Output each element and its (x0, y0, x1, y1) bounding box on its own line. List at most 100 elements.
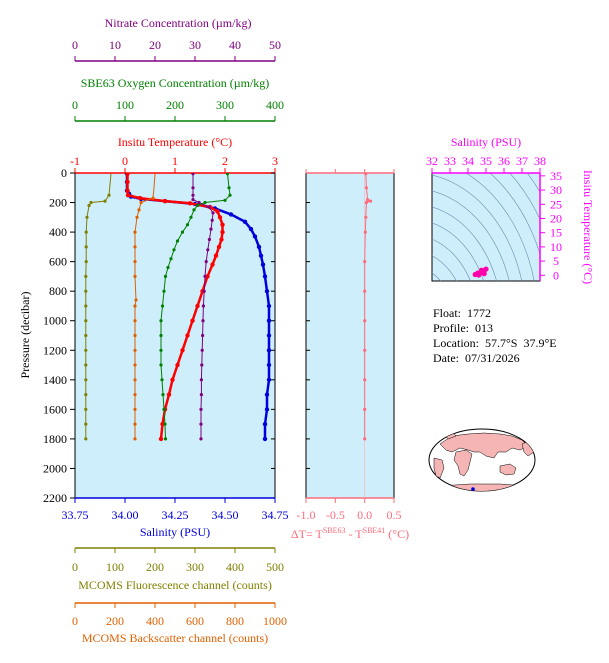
nitrate-axis: 0 10 20 30 40 50 (72, 38, 281, 62)
ts-temp-tick-label: 35 (550, 169, 562, 183)
data-point-nitrate (199, 407, 203, 411)
backscatter-tick-label: 600 (186, 614, 204, 628)
ts-temp-tick-label: 10 (550, 240, 562, 254)
data-point-fluorescence (84, 230, 88, 234)
nitrate-tick-label: 50 (269, 38, 281, 52)
data-point-fluorescence (84, 363, 88, 367)
data-point-temperature (217, 215, 223, 220)
ts-contour (509, 173, 540, 221)
data-point-oxygen (172, 248, 176, 252)
delta-t-title-sup2: SBE41 (363, 526, 386, 535)
data-point-temperature (125, 179, 130, 185)
data-point-salinity (262, 274, 268, 279)
salinity-tick-label: 33.75 (62, 508, 89, 522)
data-point-backscatter (133, 393, 137, 397)
salinity-axis: 33.75 34.00 34.25 34.50 34.75 (62, 497, 289, 522)
data-point-fluorescence (84, 437, 88, 441)
ts_salinity-tick-label: 36 (498, 154, 510, 168)
pressure-tick-label: 2000 (43, 461, 67, 475)
backscatter-tick-label: 0 (72, 614, 78, 628)
backscatter-tick-label: 800 (226, 614, 244, 628)
data-point-fluorescence (84, 422, 88, 426)
fluorescence-tick-label: 0 (72, 560, 78, 574)
data-point-oxygen (225, 173, 230, 176)
backscatter-axis-title: MCOMS Backscatter channel (counts) (82, 631, 268, 645)
data-point-temperature (220, 229, 225, 235)
ts-salinity-axis-title: Salinity (PSU) (451, 135, 521, 149)
temperature-tick-label: 3 (272, 154, 278, 168)
fluorescence-axis-title: MCOMS Fluorescence channel (counts) (78, 578, 272, 592)
ts-temp-tick-label: 25 (550, 197, 562, 211)
ts-temp-tick-label: 20 (550, 211, 562, 225)
ts-contour (432, 174, 523, 281)
delta-t-plot-area (305, 172, 395, 499)
data-point-temperature (216, 244, 222, 250)
data-point-backscatter (134, 298, 138, 302)
oxygen-tick-label: 400 (266, 98, 284, 112)
data-point-backscatter (133, 437, 137, 441)
data-point-backscatter (133, 304, 137, 308)
data-point-backscatter (151, 196, 155, 200)
data-point-salinity (242, 219, 248, 224)
data-point-backscatter (133, 260, 137, 264)
pressure-tick-label: 1000 (43, 314, 67, 328)
data-point-nitrate (201, 304, 205, 308)
data-point-nitrate (191, 186, 195, 190)
data-point-salinity (256, 244, 262, 250)
map-land-south-america (433, 457, 445, 479)
delta-t-title-sup1: SBE63 (323, 526, 346, 535)
ts-contour (432, 222, 484, 281)
data-point-backscatter (133, 363, 137, 367)
data-point-salinity (266, 348, 272, 353)
data-point-oxygen (175, 239, 180, 243)
data-point-backscatter (133, 348, 137, 352)
data-point-backscatter (133, 319, 137, 323)
data-point-nitrate (201, 319, 205, 323)
data-point-fluorescence (85, 215, 89, 219)
delta-t-point (364, 186, 368, 190)
data-point-temperature (162, 198, 168, 204)
fluorescence-tick-label: 500 (266, 560, 284, 574)
data-point-fluorescence (84, 378, 88, 382)
data-point-oxygen (185, 223, 190, 227)
data-point-oxygen (159, 363, 163, 367)
data-point-temperature (160, 421, 165, 427)
data-point-oxygen (203, 200, 207, 205)
main-plot-area (74, 172, 276, 499)
data-point-backscatter (133, 378, 137, 382)
oxygen-tick-label: 0 (72, 98, 78, 112)
data-point-oxygen (160, 304, 165, 308)
ts-contour (432, 206, 497, 281)
data-point-fluorescence (84, 319, 88, 323)
fluorescence-tick-label: 100 (106, 560, 124, 574)
float-info: Float: 1772 Profile: 013 Location: 57.7°… (433, 306, 557, 366)
data-point-fluorescence (84, 407, 88, 411)
ts_salinity-tick-label: 37 (516, 154, 528, 168)
delta-t-axis: -1.0 -0.5 0.0 0.5 (297, 169, 402, 522)
oxygen-axis: 0 100 200 300 400 (72, 98, 284, 122)
fluorescence-tick-label: 200 (146, 560, 164, 574)
data-point-oxygen (159, 333, 163, 338)
pressure-tick-label: 1600 (43, 402, 67, 416)
nitrate-tick-label: 30 (189, 38, 201, 52)
oxygen-axis-title: SBE63 Oxygen Concentration (µm/kg) (81, 76, 270, 90)
data-point-nitrate (202, 289, 206, 293)
float-id: Float: 1772 (433, 306, 492, 320)
data-point-temperature (220, 222, 225, 227)
backscatter-axis: 0 200 400 600 800 1000 (72, 602, 287, 628)
data-point-temperature (219, 237, 224, 242)
fluorescence-tick-label: 400 (226, 560, 244, 574)
delta-t-series (363, 173, 373, 498)
delta-t-point (363, 230, 367, 234)
salinity-tick-label: 34.25 (162, 508, 189, 522)
data-point-temperature (166, 392, 172, 397)
oxygen-tick-label: 200 (166, 98, 184, 112)
nitrate-tick-label: 10 (109, 38, 121, 52)
data-point-nitrate (207, 205, 211, 209)
data-point-nitrate (210, 218, 214, 222)
data-point-oxygen (189, 215, 193, 219)
data-point-nitrate (199, 422, 203, 426)
ts-density-contours (432, 173, 540, 281)
